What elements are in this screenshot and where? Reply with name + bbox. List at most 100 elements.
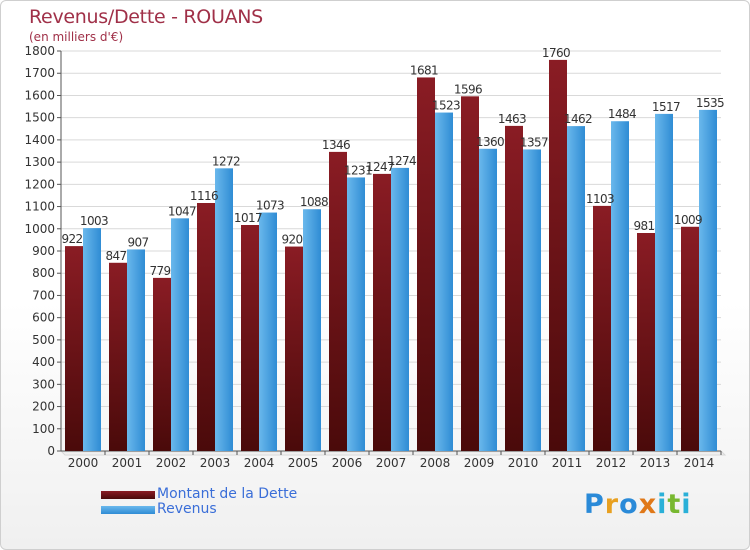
data-label-dette: 1247	[366, 160, 394, 174]
y-tick-label: 200	[32, 400, 55, 414]
data-label-revenus: 907	[127, 235, 148, 249]
y-tick-label: 1300	[24, 155, 55, 169]
bar-revenus	[347, 177, 365, 451]
chart-subtitle: (en milliers d'€)	[29, 30, 124, 44]
data-label-dette: 920	[281, 233, 302, 247]
x-tick-label: 2001	[112, 456, 143, 470]
plot-floor	[59, 450, 727, 456]
data-label-revenus: 1360	[476, 135, 504, 149]
y-tick-label: 1700	[24, 66, 55, 80]
data-label-revenus: 1462	[564, 112, 592, 126]
y-tick-label: 0	[47, 444, 55, 458]
bar-revenus	[699, 109, 717, 451]
data-label-revenus: 1231	[344, 163, 372, 177]
bar-dette	[329, 151, 347, 451]
y-tick-label: 1100	[24, 200, 55, 214]
data-label-dette: 981	[633, 219, 654, 233]
y-tick-label: 1000	[24, 222, 55, 236]
bar-dette	[197, 203, 215, 451]
bars	[65, 59, 717, 452]
x-tick-label: 2002	[156, 456, 187, 470]
x-tick-label: 2013	[640, 456, 671, 470]
data-label-revenus: 1484	[608, 107, 636, 121]
x-tick-label: 2012	[596, 456, 627, 470]
y-tick-label: 800	[32, 266, 55, 280]
bar-dette	[65, 246, 83, 451]
data-label-dette: 1116	[190, 189, 218, 203]
bar-dette	[153, 277, 171, 451]
proxiti-logo: Proxiti	[584, 489, 692, 520]
bar-dette	[593, 205, 611, 451]
x-tick-label: 2014	[684, 456, 715, 470]
x-tick-label: 2008	[420, 456, 451, 470]
bar-revenus	[435, 112, 453, 452]
data-label-revenus: 1073	[256, 199, 284, 213]
axes: 0 100 200 300 400 500 600 700 800 900 1000 1100 1200…	[24, 44, 722, 470]
bar-revenus	[611, 121, 629, 451]
data-label-dette: 1017	[234, 211, 262, 225]
data-label-revenus: 1535	[696, 96, 724, 110]
y-tick-label: 1800	[24, 44, 55, 58]
data-label-revenus: 1523	[432, 99, 460, 113]
data-label-dette: 1463	[498, 112, 526, 126]
y-tick-label: 400	[32, 355, 55, 369]
data-label-dette: 1009	[674, 213, 702, 227]
data-label-dette: 779	[149, 264, 170, 278]
bar-revenus	[523, 149, 541, 451]
y-tick-label: 500	[32, 333, 55, 347]
data-label-revenus: 1357	[520, 135, 548, 149]
bar-revenus	[83, 228, 101, 451]
bar-dette	[285, 246, 303, 451]
y-tick-label: 300	[32, 377, 55, 391]
x-tick-label: 2000	[68, 456, 99, 470]
bar-dette	[417, 77, 435, 451]
y-tick-label: 1400	[24, 133, 55, 147]
data-label-dette: 847	[105, 249, 126, 263]
y-tick-label: 1200	[24, 177, 55, 191]
data-label-dette: 1103	[586, 192, 614, 206]
x-tick-label: 2003	[200, 456, 231, 470]
bar-dette	[505, 125, 523, 451]
data-label-dette: 1596	[454, 82, 482, 96]
y-tick-label: 1500	[24, 111, 55, 125]
data-label-revenus: 1517	[652, 100, 680, 114]
data-label-revenus: 1274	[388, 154, 416, 168]
y-tick-label: 600	[32, 311, 55, 325]
bar-revenus	[259, 212, 277, 451]
bar-revenus	[479, 148, 497, 451]
bar-revenus	[391, 167, 409, 451]
bar-revenus	[303, 209, 321, 451]
bar-dette	[637, 233, 655, 451]
x-tick-label: 2007	[376, 456, 407, 470]
bar-dette	[549, 59, 567, 452]
y-tick-label: 900	[32, 244, 55, 258]
data-label-revenus: 1088	[300, 195, 328, 209]
bar-revenus	[127, 249, 145, 451]
bar-revenus	[215, 168, 233, 452]
data-label-dette: 1346	[322, 138, 350, 152]
bar-dette	[681, 226, 699, 451]
x-tick-label: 2004	[244, 456, 275, 470]
legend-label-revenus: Revenus	[157, 501, 217, 517]
data-label-dette: 1760	[542, 46, 570, 60]
data-label-revenus: 1047	[168, 204, 196, 218]
bar-dette	[109, 262, 127, 451]
bar-revenus	[567, 126, 585, 451]
bar-dette	[241, 225, 259, 451]
data-label-revenus: 1003	[80, 214, 108, 228]
legend-swatch-dette	[101, 491, 155, 499]
legend-swatch-revenus	[101, 506, 155, 514]
y-tick-label: 700	[32, 288, 55, 302]
bar-dette	[373, 173, 391, 451]
data-label-revenus: 1272	[212, 154, 240, 168]
x-tick-label: 2005	[288, 456, 319, 470]
data-label-dette: 1681	[410, 63, 438, 77]
chart-title: Revenus/Dette - ROUANS	[29, 6, 263, 28]
bar-revenus	[655, 113, 673, 451]
x-tick-label: 2010	[508, 456, 539, 470]
data-label-dette: 922	[61, 232, 82, 246]
legend-label-dette: Montant de la Dette	[157, 486, 298, 502]
